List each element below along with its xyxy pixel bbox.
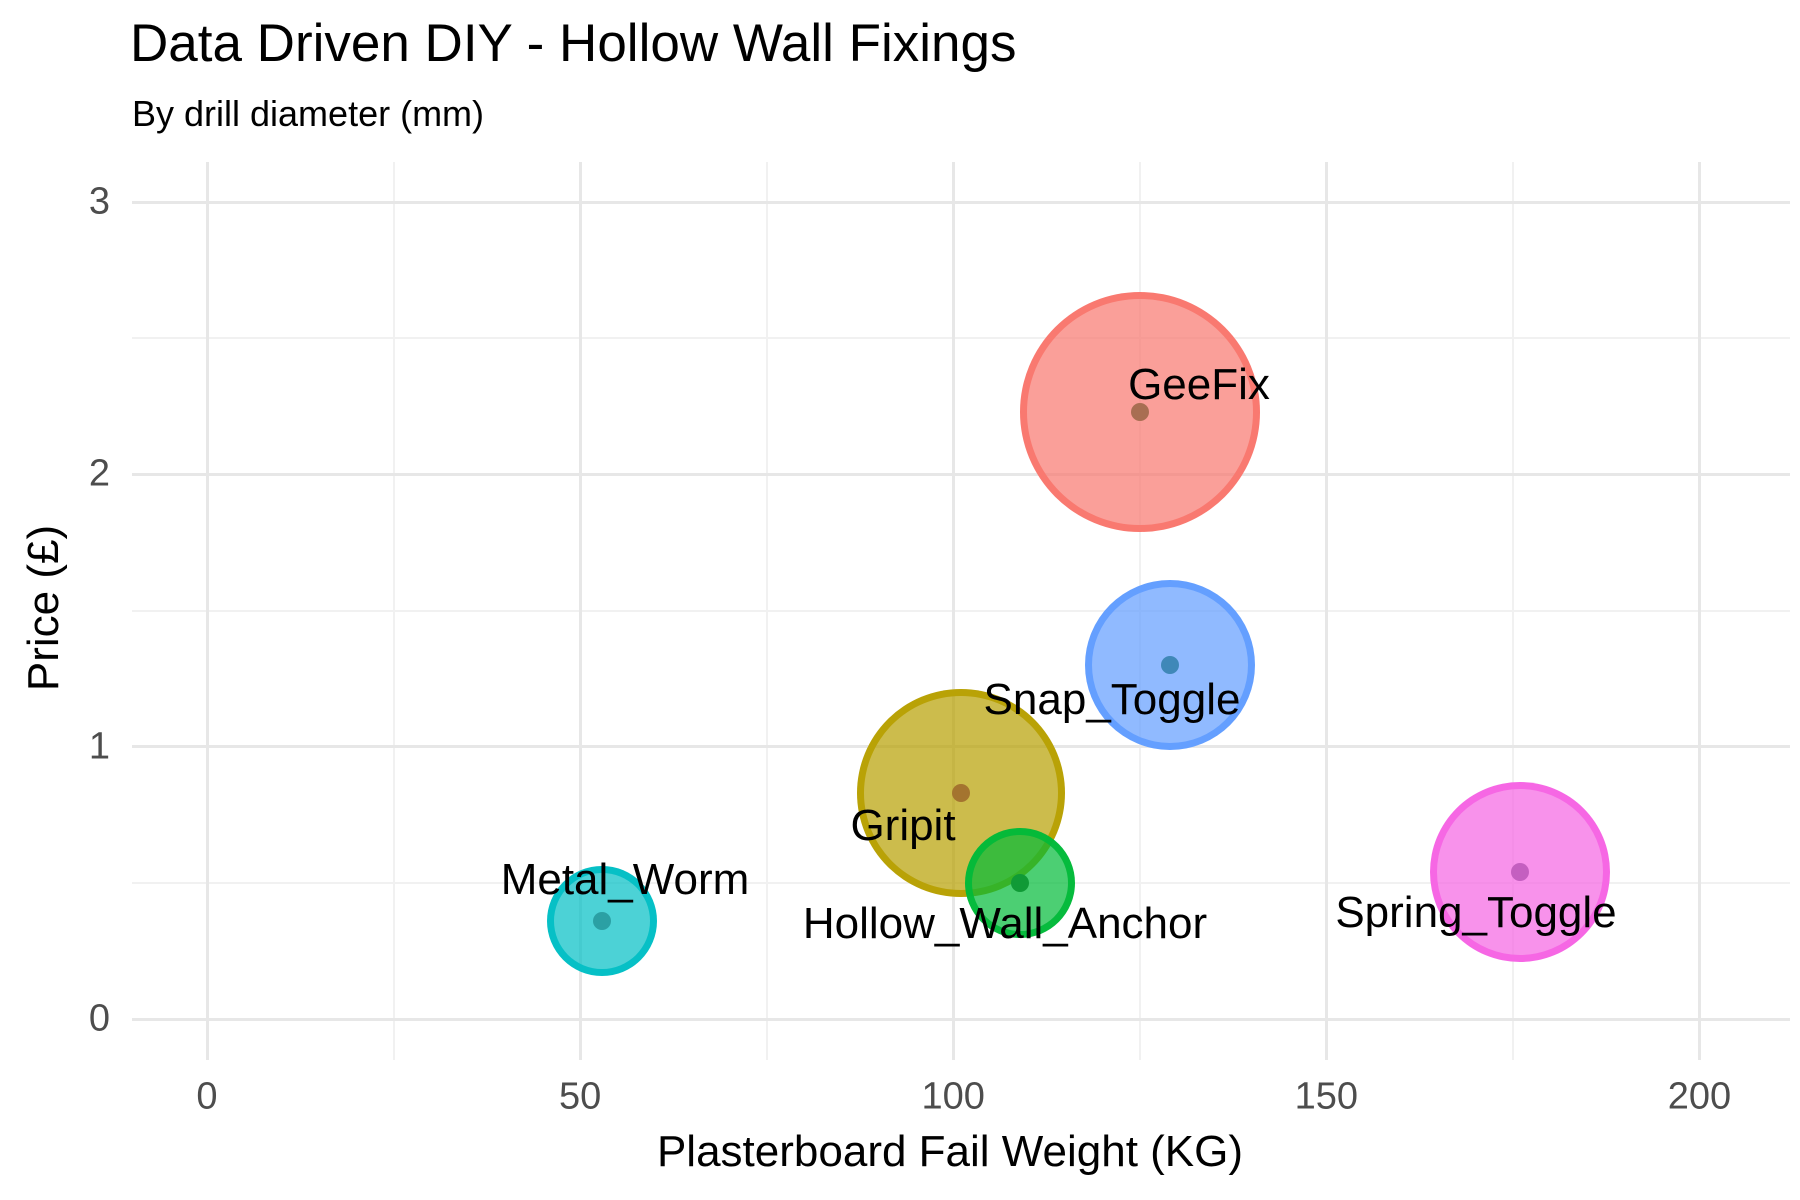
gridline-y-major	[132, 1017, 1790, 1021]
bubble-label: Hollow_Wall_Anchor	[802, 899, 1208, 948]
y-tick-label: 3	[88, 180, 110, 223]
bubble-center-dot	[1130, 402, 1149, 421]
chart-subtitle: By drill diameter (mm)	[132, 93, 485, 134]
x-tick-label: 50	[558, 1075, 602, 1118]
gridline-x-major	[205, 162, 209, 1060]
gridline-x-major	[1697, 162, 1701, 1060]
gridline-y-minor	[132, 337, 1790, 340]
y-tick-label: 2	[88, 452, 110, 495]
y-tick-label: 0	[88, 997, 110, 1040]
bubble-metal_worm	[547, 865, 658, 976]
x-axis-title: Plasterboard Fail Weight (KG)	[656, 1127, 1244, 1176]
bubble-spring_toggle	[1430, 781, 1611, 962]
x-tick-label: 0	[196, 1075, 218, 1118]
bubble-label: Metal_Worm	[500, 855, 750, 904]
bubble-label: Spring_Toggle	[1335, 888, 1617, 937]
bubble-label: GeeFix	[1128, 360, 1270, 409]
gridline-y-major	[132, 200, 1790, 204]
bubble-center-dot	[1011, 873, 1030, 892]
bubble-center-dot	[951, 783, 970, 802]
gridline-x-major	[578, 162, 582, 1060]
y-tick-label: 1	[88, 725, 110, 768]
gridline-x-major	[1324, 162, 1328, 1060]
bubble-center-dot	[593, 911, 612, 930]
bubble-center-dot	[1511, 862, 1530, 881]
x-tick-label: 150	[1294, 1075, 1358, 1118]
bubble-center-dot	[1160, 655, 1179, 674]
page-title: Data Driven DIY - Hollow Wall Fixings	[130, 14, 1017, 73]
bubble-label: Snap_Toggle	[983, 675, 1241, 724]
gridline-y-minor	[132, 609, 1790, 612]
gridline-x-major	[951, 162, 955, 1060]
bubble-label: Gripit	[850, 801, 956, 850]
y-axis-title: Price (£)	[19, 524, 68, 692]
gridline-y-major	[132, 472, 1790, 476]
x-tick-label: 200	[1667, 1075, 1732, 1118]
x-tick-label: 100	[921, 1075, 985, 1118]
